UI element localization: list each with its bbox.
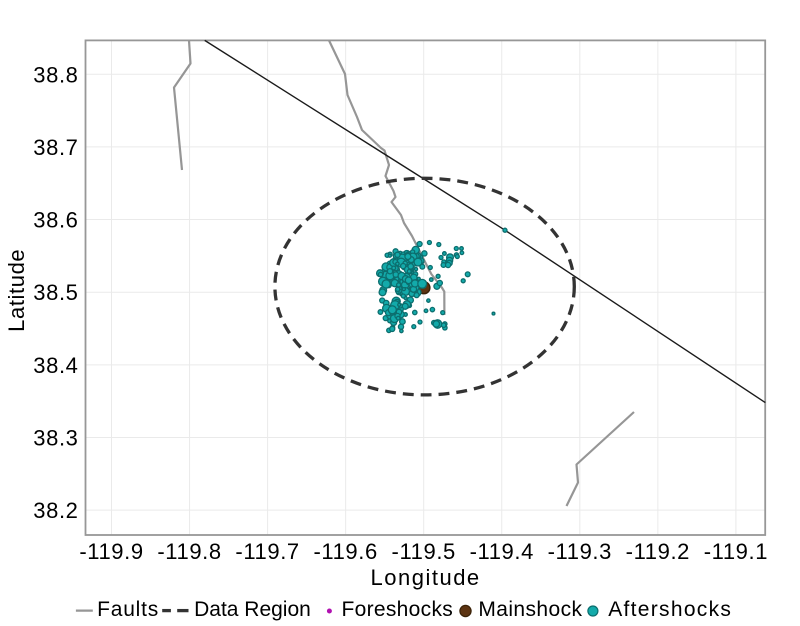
svg-text:Mainshock: Mainshock — [478, 598, 582, 621]
svg-text:38.8: 38.8 — [33, 62, 78, 87]
svg-text:Data Region: Data Region — [194, 598, 311, 621]
svg-text:-119.4: -119.4 — [470, 539, 534, 564]
svg-text:-119.9: -119.9 — [79, 539, 143, 564]
svg-text:38.4: 38.4 — [33, 353, 78, 378]
svg-text:-119.1: -119.1 — [704, 539, 768, 564]
svg-text:-119.8: -119.8 — [157, 539, 221, 564]
svg-text:Longitude: Longitude — [371, 565, 481, 590]
svg-text:38.5: 38.5 — [33, 280, 78, 305]
svg-text:-119.3: -119.3 — [548, 539, 612, 564]
svg-text:Faults: Faults — [97, 598, 159, 621]
svg-text:38.7: 38.7 — [33, 135, 78, 160]
svg-text:-119.5: -119.5 — [392, 539, 456, 564]
svg-text:38.2: 38.2 — [33, 498, 78, 523]
svg-text:Aftershocks: Aftershocks — [608, 598, 732, 621]
svg-text:-119.7: -119.7 — [235, 539, 299, 564]
svg-text:Foreshocks: Foreshocks — [342, 598, 454, 621]
svg-text:38.6: 38.6 — [33, 208, 78, 233]
svg-text:38.3: 38.3 — [33, 425, 78, 450]
svg-text:Latitude: Latitude — [4, 249, 29, 332]
svg-text:-119.2: -119.2 — [626, 539, 690, 564]
svg-text:-119.6: -119.6 — [313, 539, 377, 564]
